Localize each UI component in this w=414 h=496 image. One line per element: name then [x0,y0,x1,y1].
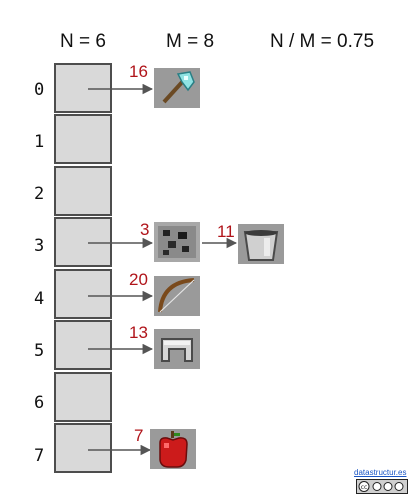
bucket-slot-7 [54,423,112,473]
site-credit-link[interactable]: datastructur.es [354,468,407,477]
apple-icon [150,429,196,469]
bucket-slot-6 [54,372,112,422]
bucket-icon [238,224,284,264]
bucket-slot-0 [54,63,112,113]
load-factor-label: N / M = 0.75 [270,31,375,52]
coal-ore-icon [154,222,200,262]
bucket-slot-3 [54,217,112,267]
bucket-slot-5 [54,320,112,370]
svg-text:cc: cc [361,484,368,491]
bucket-index-7: 7 [34,446,45,466]
n-count-label: N = 6 [60,31,106,52]
helmet-icon [154,329,200,369]
key-label: 16 [129,62,148,81]
bucket-index-6: 6 [34,393,45,413]
bucket-index-4: 4 [34,289,45,309]
bow-icon [154,276,200,316]
bucket-index-1: 1 [34,132,45,152]
bucket-index-2: 2 [34,184,45,204]
key-label: 13 [129,323,148,342]
bucket-slot-4 [54,269,112,319]
m-size-label: M = 8 [166,31,215,52]
bucket-slot-2 [54,166,112,216]
bucket-index-0: 0 [34,80,45,100]
bucket-index-3: 3 [34,236,45,256]
bucket-index-5: 5 [34,341,45,361]
key-label: 11 [217,222,235,241]
axe-icon [154,68,200,108]
key-label: 20 [129,270,148,289]
creative-commons-badge: cc [356,479,408,494]
bucket-slot-1 [54,114,112,164]
key-label: 7 [134,426,144,445]
key-label: 3 [140,220,150,239]
